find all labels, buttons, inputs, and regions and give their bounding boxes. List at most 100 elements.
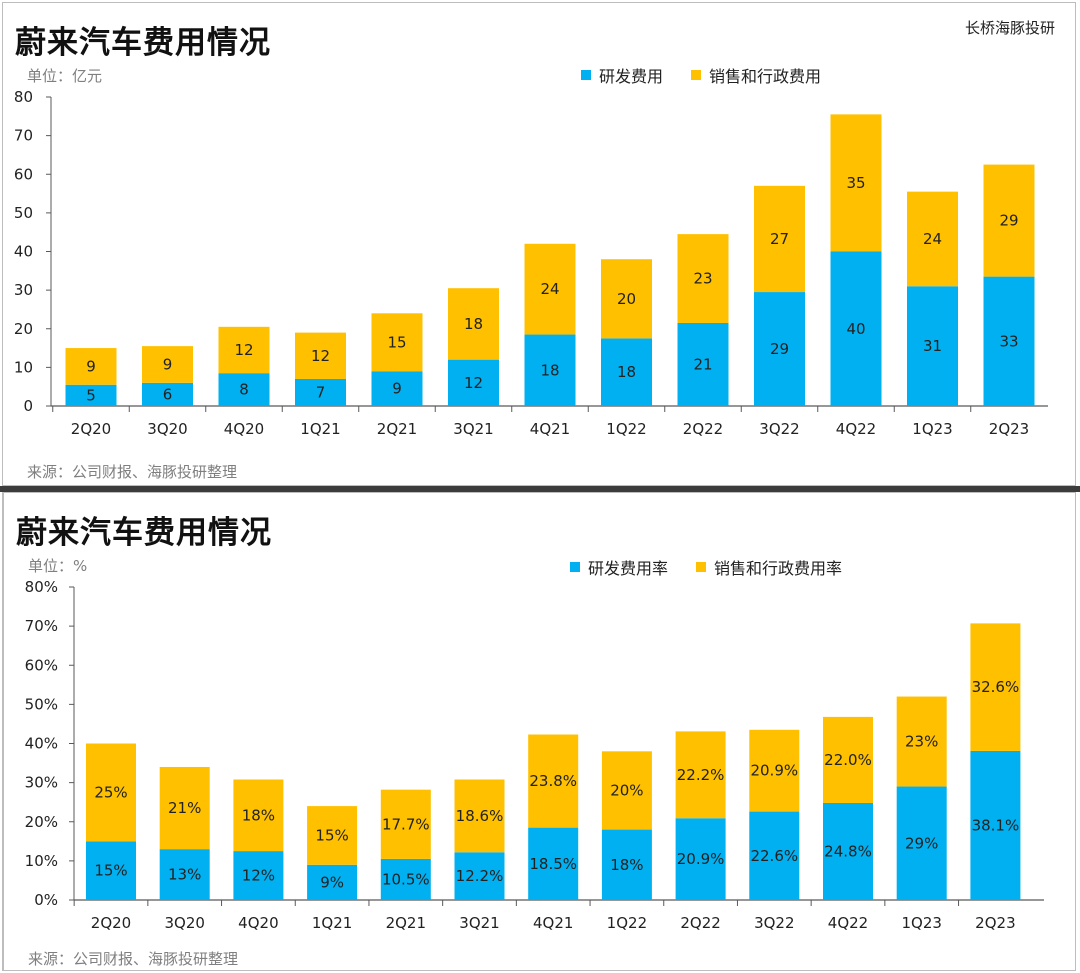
data-label: 23% — [905, 733, 938, 751]
y-tick-label: 70 — [14, 127, 33, 145]
data-label: 29 — [770, 340, 789, 358]
bar-segment-sga — [677, 234, 729, 323]
data-label: 10.5% — [382, 870, 430, 888]
data-label: 33 — [999, 332, 1018, 350]
bar-segment-rd — [65, 384, 117, 406]
data-label: 13% — [168, 866, 201, 884]
data-label: 18% — [610, 856, 643, 874]
unit-label: 单位：亿元 — [27, 67, 103, 85]
y-tick-label: 60 — [14, 165, 33, 183]
bar-segment-rd — [448, 359, 499, 406]
x-tick-label: 2Q23 — [989, 420, 1029, 438]
x-tick-label: 2Q20 — [91, 914, 131, 932]
data-label: 12 — [234, 341, 253, 359]
expense-amount-chart-panel: 蔚来汽车费用情况 长桥海豚投研 单位：亿元 研发费用 销售和行政费用 0 10 20… — [2, 2, 1076, 486]
x-tick-label: 3Q20 — [164, 914, 204, 932]
data-label: 24.8% — [824, 842, 872, 860]
y-tick-label: 10 — [14, 358, 33, 376]
data-label: 18.5% — [529, 855, 577, 873]
unit-label: 单位：% — [28, 557, 88, 575]
bar-segment-sga — [233, 779, 284, 852]
data-label: 17.7% — [382, 815, 430, 833]
bar-segment-sga — [823, 716, 873, 803]
data-label: 7 — [316, 383, 326, 401]
bar-segment-rd — [295, 378, 346, 406]
data-label: 23.8% — [529, 772, 577, 790]
bar-segment-sga — [86, 743, 136, 842]
data-label: 12 — [311, 347, 330, 365]
y-tick-label: 40 — [14, 243, 33, 261]
data-label: 12% — [242, 867, 275, 885]
data-label: 35 — [846, 174, 865, 192]
bar-segment-sga — [675, 731, 726, 819]
bar-segment-rd — [142, 382, 193, 406]
data-label: 20 — [617, 290, 636, 308]
data-label: 9% — [320, 873, 344, 891]
bar-segment-rd — [380, 858, 431, 900]
bar-segment-rd — [896, 786, 947, 900]
bar-segment-rd — [86, 841, 136, 900]
stacked-bar-chart: 0% 10% 20% 30% 40% 50% 60% 70% 80% 15% 25% 2Q20 13% 2… — [25, 578, 1044, 932]
data-label: 31 — [923, 337, 942, 355]
data-label: 22.2% — [677, 766, 725, 784]
bar-segment-sga — [749, 729, 800, 812]
bar-segment-sga — [159, 766, 210, 850]
x-tick-label: 2Q20 — [71, 420, 111, 438]
bar-segment-rd — [983, 276, 1035, 406]
bar-segment-sga — [218, 326, 270, 374]
data-label: 20% — [610, 781, 643, 799]
data-label: 18.6% — [456, 807, 504, 825]
x-tick-label: 4Q20 — [238, 914, 278, 932]
legend-item-sga-ratio: 销售和行政费用率 — [696, 555, 842, 579]
x-tick-label: 1Q23 — [912, 420, 952, 438]
bar-segment-rd — [371, 371, 423, 406]
bar-segment-sga — [907, 191, 958, 287]
data-label: 29% — [905, 834, 938, 852]
brand-watermark: 长桥海豚投研 — [964, 19, 1055, 37]
bar-segment-sga — [896, 696, 947, 787]
bar-segment-rd — [159, 849, 210, 900]
source-note: 来源：公司财报、海豚投研整理 — [27, 463, 238, 481]
y-tick-label: 0 — [23, 397, 33, 415]
bar-segment-sga — [524, 243, 576, 335]
data-label: 12.2% — [456, 867, 504, 885]
bar-segment-sga — [454, 779, 505, 853]
y-tick-label: 20% — [25, 813, 58, 831]
bar-segment-sga — [448, 288, 499, 360]
bar-segment-sga — [371, 313, 423, 372]
bar-segment-sga — [307, 806, 358, 865]
y-tick-label: 80 — [14, 88, 33, 106]
data-label: 6 — [163, 385, 173, 403]
legend-item-sga: 销售和行政费用 — [691, 63, 821, 87]
data-label: 9 — [163, 355, 173, 373]
legend-swatch-rd — [581, 70, 591, 80]
x-tick-label: 2Q22 — [680, 914, 720, 932]
bar-segment-rd — [823, 802, 873, 900]
x-tick-label: 3Q20 — [147, 420, 187, 438]
y-tick-label: 10% — [25, 852, 58, 870]
bar-segment-rd — [524, 334, 576, 406]
data-label: 15 — [387, 333, 406, 351]
bar-segment-sga — [295, 332, 346, 379]
legend-swatch-sga — [691, 70, 702, 80]
expense-ratio-chart-panel: 蔚来汽车费用情况 单位：% 研发费用率 销售和行政费用率 0% 10% 20% 30%… — [2, 492, 1076, 971]
bar-segment-sga — [380, 789, 431, 859]
x-tick-label: 3Q22 — [754, 914, 794, 932]
bar-segment-rd — [218, 373, 270, 406]
bar-segment-rd — [601, 829, 652, 900]
bar-segment-rd — [307, 864, 358, 900]
y-tick-label: 80% — [25, 578, 58, 596]
legend-label-rd-ratio: 研发费用率 — [588, 559, 669, 578]
data-label: 15% — [94, 862, 127, 880]
data-label: 5 — [86, 386, 96, 404]
x-tick-label: 4Q20 — [224, 420, 264, 438]
bar-segment-rd — [754, 292, 805, 406]
data-label: 12 — [464, 374, 483, 392]
x-tick-label: 1Q22 — [606, 420, 646, 438]
x-tick-label: 4Q22 — [828, 914, 868, 932]
x-tick-label: 3Q21 — [459, 914, 499, 932]
bar-segment-sga — [830, 114, 882, 252]
data-label: 22.0% — [824, 751, 872, 769]
data-label: 15% — [315, 826, 348, 844]
source-note: 来源：公司财报、海豚投研整理 — [28, 950, 239, 968]
